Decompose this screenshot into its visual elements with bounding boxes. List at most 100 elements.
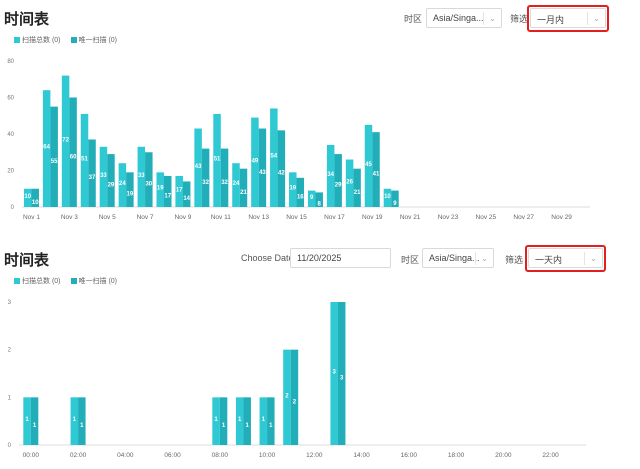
y-tick-label: 0 bbox=[8, 443, 12, 449]
legend-total[interactable]: 扫描总数 (0) bbox=[14, 35, 61, 45]
x-tick-label: 22:00 bbox=[542, 452, 559, 459]
x-tick-label: 18:00 bbox=[448, 452, 465, 459]
data-label: 1 bbox=[246, 423, 250, 429]
data-label: 10 bbox=[32, 200, 39, 206]
bar-unique bbox=[201, 148, 210, 207]
x-tick-label: Nov 19 bbox=[362, 214, 383, 221]
bar-total bbox=[326, 144, 335, 207]
data-label: 33 bbox=[138, 173, 145, 179]
legend-total[interactable]: 扫描总数 (0) bbox=[14, 276, 61, 286]
bar-unique bbox=[30, 397, 39, 445]
legend-unique[interactable]: 唯一扫描 (0) bbox=[70, 35, 118, 45]
bottom-timezone-value: Asia/Singa... bbox=[429, 253, 480, 263]
data-label: 32 bbox=[202, 180, 209, 186]
bar-unique bbox=[220, 148, 229, 207]
data-label: 2 bbox=[285, 393, 289, 399]
top-timezone-select[interactable]: Asia/Singa... ⌄ bbox=[426, 8, 502, 28]
x-tick-label: 02:00 bbox=[70, 452, 87, 459]
date-input[interactable]: 11/20/2025 bbox=[290, 248, 391, 268]
choose-date-label: Choose Date bbox=[241, 253, 294, 263]
legend-unique-label: 唯一扫描 (0) bbox=[78, 37, 118, 44]
data-label: 51 bbox=[214, 156, 221, 162]
y-tick-label: 0 bbox=[11, 205, 15, 211]
y-tick-label: 1 bbox=[8, 395, 12, 401]
bottom-timezone-select[interactable]: Asia/Singa... ⌄ bbox=[422, 248, 494, 268]
bar-unique bbox=[296, 177, 305, 207]
bar-total bbox=[235, 397, 244, 445]
bar-unique bbox=[239, 168, 248, 207]
bar-total bbox=[61, 75, 70, 207]
data-label: 72 bbox=[62, 137, 69, 143]
data-label: 30 bbox=[145, 182, 152, 188]
data-label: 29 bbox=[108, 183, 115, 189]
bar-unique bbox=[391, 190, 399, 207]
top-filter-select[interactable]: 一月内 ⌄ bbox=[530, 8, 606, 28]
data-label: 1 bbox=[25, 417, 29, 423]
data-label: 55 bbox=[51, 159, 58, 165]
bar-unique bbox=[337, 302, 346, 445]
data-label: 14 bbox=[183, 196, 190, 202]
bar-total bbox=[330, 302, 338, 445]
data-label: 2 bbox=[293, 399, 297, 405]
x-tick-label: Nov 29 bbox=[551, 214, 572, 221]
data-label: 16 bbox=[297, 194, 304, 200]
data-label: 21 bbox=[354, 190, 361, 196]
data-label: 9 bbox=[393, 201, 397, 207]
bar-unique bbox=[126, 172, 134, 207]
data-label: 10 bbox=[384, 194, 391, 200]
bar-total bbox=[23, 188, 32, 207]
bottom-filter-select[interactable]: 一天内 ⌄ bbox=[528, 248, 603, 268]
bar-unique bbox=[182, 181, 191, 207]
top-timezone-label: 时区 bbox=[404, 14, 423, 24]
bar-total bbox=[80, 113, 89, 207]
bar-total bbox=[259, 397, 268, 445]
bottom-filter-label: 筛选 bbox=[505, 255, 524, 265]
data-label: 24 bbox=[233, 181, 240, 187]
x-tick-label: Nov 7 bbox=[137, 214, 154, 221]
legend-total-label: 扫描总数 (0) bbox=[22, 37, 61, 44]
bar-unique bbox=[353, 168, 361, 207]
bar-total bbox=[270, 108, 278, 207]
bar-unique bbox=[219, 397, 228, 445]
bar-unique bbox=[258, 128, 267, 207]
bar-total bbox=[70, 397, 79, 445]
legend-unique[interactable]: 唯一扫描 (0) bbox=[70, 276, 117, 286]
bar-total bbox=[364, 124, 373, 207]
data-label: 10 bbox=[24, 194, 31, 200]
data-label: 19 bbox=[157, 186, 164, 192]
data-label: 19 bbox=[127, 192, 134, 198]
y-tick-label: 60 bbox=[7, 96, 14, 102]
data-label: 8 bbox=[318, 202, 322, 208]
x-tick-label: Nov 17 bbox=[324, 214, 345, 221]
bar-unique bbox=[164, 175, 172, 207]
data-label: 3 bbox=[340, 376, 344, 382]
data-label: 32 bbox=[221, 180, 228, 186]
x-tick-label: Nov 23 bbox=[438, 214, 459, 221]
top-filter-value: 一月内 bbox=[537, 15, 565, 25]
x-tick-label: 06:00 bbox=[164, 452, 181, 459]
y-tick-label: 20 bbox=[7, 169, 14, 175]
x-tick-label: Nov 25 bbox=[476, 214, 497, 221]
x-tick-label: 12:00 bbox=[306, 452, 323, 459]
bar-total bbox=[251, 117, 259, 207]
bar-total bbox=[212, 397, 220, 445]
x-tick-label: Nov 13 bbox=[248, 214, 269, 221]
data-label: 43 bbox=[195, 164, 202, 170]
x-tick-label: 00:00 bbox=[23, 452, 40, 459]
data-label: 34 bbox=[327, 172, 334, 178]
x-tick-label: Nov 1 bbox=[23, 214, 40, 221]
bar-unique bbox=[315, 192, 323, 207]
bar-total bbox=[156, 172, 164, 207]
data-label: 19 bbox=[289, 186, 296, 192]
data-label: 1 bbox=[262, 417, 266, 423]
bar-total bbox=[175, 175, 183, 207]
data-label: 29 bbox=[335, 183, 342, 189]
data-label: 24 bbox=[119, 181, 126, 187]
y-tick-label: 3 bbox=[8, 300, 12, 306]
bar-total bbox=[345, 159, 354, 207]
data-label: 1 bbox=[73, 417, 77, 423]
data-label: 54 bbox=[271, 154, 278, 160]
bar-unique bbox=[334, 154, 342, 207]
chevron-down-icon: ⌄ bbox=[475, 252, 493, 265]
bar-total bbox=[213, 113, 221, 207]
